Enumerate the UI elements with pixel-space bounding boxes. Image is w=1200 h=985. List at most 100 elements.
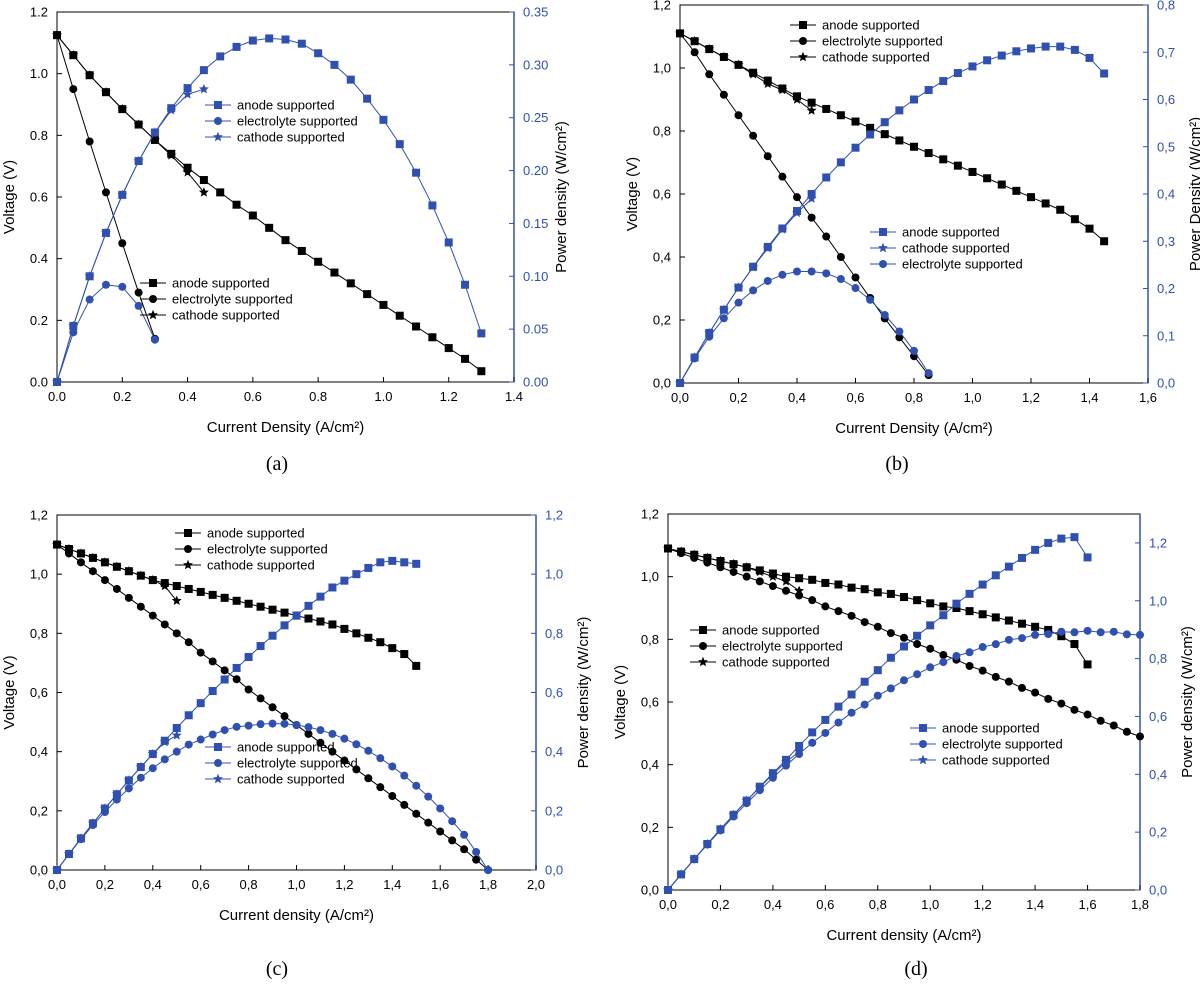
- data-point: [364, 563, 373, 572]
- data-point: [232, 675, 241, 684]
- data-point: [52, 539, 62, 549]
- data-point: [1031, 630, 1040, 639]
- data-point: [84, 271, 95, 281]
- data-point: [926, 621, 935, 630]
- data-point: [1018, 553, 1026, 562]
- y-tick-label: 0,6: [641, 695, 659, 710]
- data-point: [1012, 47, 1021, 56]
- data-point: [895, 136, 904, 145]
- data-point: [196, 587, 205, 596]
- x-tick-label: 1,0: [287, 877, 305, 892]
- data-point: [472, 855, 481, 864]
- y-tick-label: 0,4: [641, 757, 659, 772]
- data-point: [160, 755, 169, 764]
- data-point: [886, 629, 895, 638]
- y-tick-label: 0.2: [30, 313, 48, 328]
- data-point: [477, 367, 486, 376]
- data-point: [424, 792, 433, 801]
- y2-tick-label: 0,5: [1157, 139, 1175, 154]
- data-point: [472, 847, 481, 856]
- x-tick-label: 0.8: [309, 389, 327, 404]
- y-tick-label: 0,0: [30, 863, 48, 878]
- data-point: [866, 123, 875, 132]
- data-point: [268, 631, 277, 640]
- data-point: [991, 571, 1000, 580]
- data-point: [379, 115, 388, 124]
- data-point: [767, 769, 778, 779]
- series-voltage-anode-supported: [53, 31, 486, 376]
- data-point: [111, 561, 122, 571]
- data-point: [777, 84, 788, 95]
- data-point: [1070, 640, 1079, 649]
- legend-label: electrolyte supported: [942, 737, 1063, 752]
- y-tick-label: 0,4: [30, 744, 48, 759]
- data-point: [1044, 630, 1053, 639]
- data-point: [172, 582, 181, 590]
- data-point: [388, 556, 397, 565]
- legend-label: cathode supported: [237, 130, 345, 145]
- data-point: [794, 746, 805, 756]
- data-point: [834, 580, 843, 589]
- data-point: [112, 584, 121, 593]
- series-line: [56, 88, 205, 383]
- series-voltage-electrolyte-supported: [53, 540, 493, 874]
- data-point: [352, 765, 361, 774]
- data-point: [1041, 42, 1050, 51]
- y-tick-label: 0.4: [30, 251, 48, 266]
- data-point: [281, 236, 290, 245]
- legend-marker: [799, 37, 807, 45]
- legend-marker: [699, 626, 707, 634]
- data-point: [328, 583, 337, 592]
- data-point: [136, 602, 145, 611]
- y-tick-label: 0,4: [653, 250, 671, 265]
- data-point: [64, 543, 74, 554]
- x-tick-label: 0,4: [144, 877, 162, 892]
- data-point: [873, 666, 882, 675]
- y2-tick-label: 0.30: [523, 57, 548, 72]
- data-point: [248, 211, 257, 220]
- data-point: [316, 738, 325, 747]
- data-point: [1136, 732, 1144, 741]
- legend-label: cathode supported: [822, 50, 930, 65]
- x-tick-label: 1,6: [431, 877, 449, 892]
- data-point: [172, 724, 181, 732]
- data-point: [99, 557, 110, 567]
- data-point: [808, 738, 817, 747]
- data-point: [836, 275, 845, 284]
- data-point: [953, 69, 962, 78]
- x-tick-label: 1.2: [440, 389, 458, 404]
- x-tick-label: 1,4: [1026, 897, 1044, 912]
- data-point: [199, 176, 208, 185]
- data-point: [741, 562, 752, 572]
- data-point: [886, 684, 895, 693]
- y2-tick-label: 0,2: [1149, 825, 1167, 840]
- data-point: [244, 599, 253, 608]
- data-point: [822, 104, 831, 113]
- data-point: [148, 764, 157, 773]
- chart-panel-d: 0,0 0,2 0,4 0,6 0,8 1,0 1,2 1,4 1,6 1,80,00,20,40…: [612, 507, 1196, 981]
- x-tick-label: 1,2: [974, 897, 992, 912]
- y2-tick-label: 0.35: [523, 5, 548, 20]
- x-tick-label: 1,4: [383, 877, 401, 892]
- data-point: [216, 188, 225, 197]
- data-point: [794, 585, 805, 595]
- data-point: [939, 658, 948, 667]
- data-point: [866, 130, 875, 139]
- data-point: [118, 282, 127, 291]
- series-power-cathode-supported: [52, 83, 209, 387]
- y-axis-label: Voltage (V): [612, 665, 629, 739]
- data-point: [400, 800, 409, 809]
- y-tick-label: 0,6: [653, 187, 671, 202]
- data-point: [99, 803, 110, 813]
- series-power-electrolyte-supported: [676, 267, 933, 387]
- data-point: [268, 703, 277, 712]
- x-tick-label: 0.0: [48, 389, 66, 404]
- data-point: [676, 546, 687, 556]
- y2-tick-label: 0.25: [523, 110, 548, 125]
- data-point: [232, 200, 241, 209]
- y2-tick-label: 0,3: [1157, 234, 1175, 249]
- data-point: [663, 884, 673, 895]
- y-tick-label: 0,0: [641, 883, 659, 898]
- data-point: [1109, 721, 1118, 730]
